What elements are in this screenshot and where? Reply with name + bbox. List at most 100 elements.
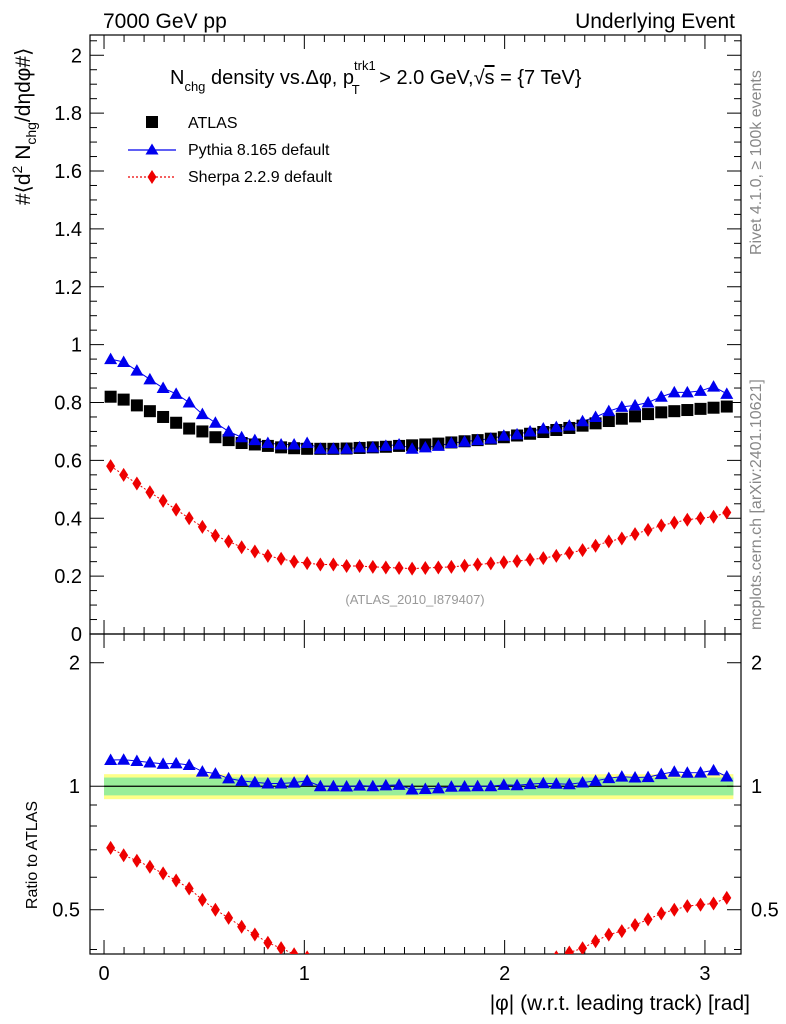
data-point-pythia <box>169 387 183 399</box>
data-point-atlas <box>681 404 694 417</box>
data-point-sherpa <box>473 557 483 572</box>
title-cut: > 2.0 GeV, <box>374 67 474 89</box>
y-tick-label: 0.2 <box>54 566 82 588</box>
series-line-sherpa <box>110 465 727 570</box>
ratio-point-pythia <box>366 779 380 792</box>
data-point-sherpa <box>224 534 234 549</box>
ratio-point-pythia <box>326 779 340 792</box>
data-point-pythia <box>117 355 131 367</box>
ratio-point-pythia <box>497 778 511 790</box>
data-point-sherpa <box>197 519 207 534</box>
plot-title: Nchg density vs.Δφ, ptrk1 T > 2.0 GeV,√s … <box>170 58 582 97</box>
ylabel-n: N <box>12 145 35 166</box>
data-point-atlas <box>117 393 130 406</box>
data-point-pythia <box>444 436 458 449</box>
data-point-sherpa <box>184 511 194 526</box>
ratio-point-sherpa <box>289 947 299 954</box>
x-axis-label: |φ| (w.r.t. leading track) [rad] <box>490 992 750 1015</box>
data-point-sherpa <box>328 557 338 572</box>
ratio-point-sherpa <box>224 910 234 925</box>
ratio-point-pythia <box>641 770 655 783</box>
data-point-sherpa <box>446 559 456 574</box>
ratio-point-pythia <box>510 778 524 791</box>
ratio-tick-label-right: 2 <box>751 653 762 675</box>
ratio-point-pythia <box>562 777 576 790</box>
data-point-sherpa <box>420 561 430 576</box>
ratio-point-pythia <box>458 780 472 792</box>
data-point-pythia <box>431 439 445 451</box>
header-left: 7000 GeV pp <box>103 10 227 33</box>
y-tick-label: 1 <box>71 335 82 357</box>
ratio-point-pythia <box>667 765 681 777</box>
ratio-point-sherpa <box>591 934 601 949</box>
data-point-pythia <box>510 427 524 440</box>
data-point-sherpa <box>551 548 561 563</box>
data-point-atlas <box>668 405 681 418</box>
ratio-point-sherpa <box>197 892 207 907</box>
data-point-pythia <box>248 433 262 446</box>
ratio-point-pythia <box>392 778 406 790</box>
data-point-pythia <box>366 440 380 453</box>
title-energy: = {7 TeV} <box>495 67 582 89</box>
ratio-point-pythia <box>720 770 734 782</box>
data-point-sherpa <box>709 509 719 524</box>
data-point-pythia <box>694 384 708 396</box>
ratio-point-sherpa <box>263 935 273 950</box>
ratio-point-sherpa <box>276 941 286 954</box>
data-point-sherpa <box>460 558 470 573</box>
data-point-sherpa <box>342 558 352 573</box>
ratio-line-sherpa <box>110 847 727 954</box>
ratio-point-pythia <box>274 776 288 789</box>
title-sqrt: √ <box>474 67 485 89</box>
x-tick-labels: 0 1 2 3 <box>98 963 710 985</box>
ratio-y-axis-label: Ratio to ATLAS <box>24 801 41 909</box>
legend-label-atlas: ATLAS <box>188 115 238 132</box>
data-point-pythia <box>720 387 734 399</box>
ratio-point-sherpa <box>145 859 155 874</box>
ratio-point-sherpa <box>669 902 679 917</box>
title-trk-sup: trk1 <box>354 58 376 73</box>
ratio-point-pythia <box>104 753 118 766</box>
data-point-atlas <box>222 434 235 447</box>
ratio-point-pythia <box>589 774 603 786</box>
x-tick-label: 2 <box>499 963 510 985</box>
ratio-point-pythia <box>536 776 550 789</box>
data-point-pythia <box>589 410 603 422</box>
ratio-point-sherpa <box>578 941 588 954</box>
data-point-sherpa <box>512 554 522 569</box>
data-point-sherpa <box>119 467 129 482</box>
data-point-sherpa <box>433 560 443 575</box>
ratio-point-pythia <box>654 767 668 780</box>
ratio-tick-label-right: 1 <box>751 776 762 798</box>
data-point-pythia <box>313 442 327 454</box>
ratio-point-sherpa <box>630 918 640 933</box>
ratio-point-sherpa <box>119 848 129 863</box>
data-point-sherpa <box>578 543 588 558</box>
data-point-sherpa <box>132 476 142 491</box>
ratio-point-sherpa <box>722 890 732 905</box>
y-tick-label: 0.6 <box>54 450 82 472</box>
ratio-tick-label-right: 0.5 <box>751 900 779 922</box>
data-point-sherpa <box>289 554 299 569</box>
y-tick-label: 0.4 <box>54 508 82 530</box>
ratio-point-sherpa <box>304 950 310 954</box>
ratio-point-pythia <box>130 754 144 767</box>
ratio-point-pythia <box>222 771 236 784</box>
data-point-sherpa <box>381 560 391 575</box>
data-point-pythia <box>208 416 222 428</box>
data-point-atlas <box>642 408 655 421</box>
ratio-point-pythia <box>418 782 432 794</box>
y-tick-label: 0 <box>71 624 82 646</box>
ratio-point-sherpa <box>682 899 692 914</box>
data-point-pythia <box>261 436 275 449</box>
data-point-pythia <box>300 436 314 449</box>
mcplots-label: mcplots.cern.ch [arXiv:2401.10621] <box>748 379 765 630</box>
data-point-atlas <box>694 402 707 415</box>
data-point-sherpa <box>538 551 548 566</box>
data-point-pythia <box>680 385 694 398</box>
data-point-sherpa <box>250 544 260 559</box>
data-point-pythia <box>418 440 432 453</box>
ratio-point-pythia <box>117 753 131 765</box>
data-point-sherpa <box>499 555 509 570</box>
ratio-point-sherpa <box>553 950 559 954</box>
